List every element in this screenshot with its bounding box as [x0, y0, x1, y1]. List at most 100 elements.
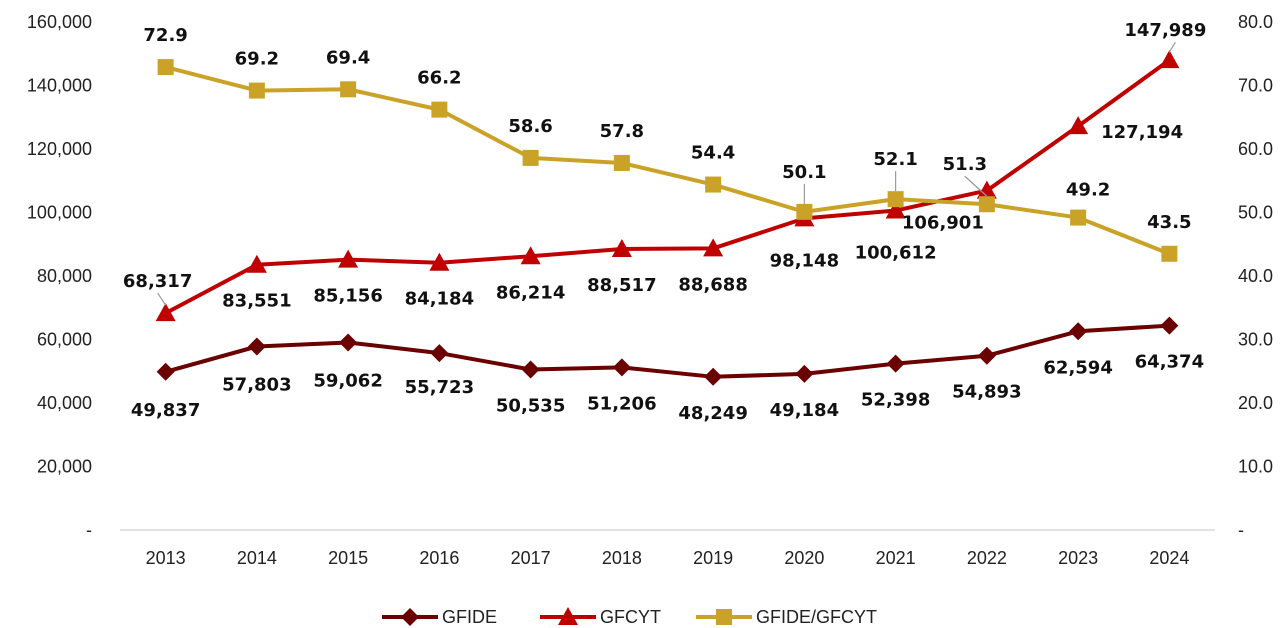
data-label-layer: 49,837 57,803 59,062 55,723 50,535 51,206 48,2… [123, 20, 1206, 424]
data-label: 51,206 [587, 393, 656, 414]
data-point-triangle [155, 303, 176, 322]
left-tick-label: 60,000 [37, 330, 92, 350]
data-point-triangle [429, 252, 450, 271]
data-label: 57,803 [222, 374, 291, 395]
right-tick-label: 30.0 [1238, 330, 1273, 350]
data-point-triangle [611, 238, 632, 257]
series-line-gfide-gfcyt [163, 65, 1172, 256]
data-point-diamond [430, 344, 449, 363]
data-point-triangle [703, 238, 724, 257]
data-label: 57.8 [600, 121, 644, 142]
legend: GFIDE GFCYT GFIDE/GFCYT [382, 607, 877, 627]
x-tick-label: 2017 [511, 548, 551, 568]
data-label: 52.1 [873, 149, 917, 170]
data-point-diamond [401, 608, 419, 626]
right-tick-label: 50.0 [1238, 203, 1273, 223]
data-label: 52,398 [861, 390, 930, 411]
series-line-gfcyt [163, 58, 1172, 316]
data-label: 62,594 [1043, 357, 1112, 378]
data-label: 83,551 [222, 291, 291, 312]
data-point-square [705, 176, 722, 193]
data-point-diamond [612, 358, 631, 377]
data-point-diamond [704, 367, 723, 386]
x-axis: 2013 2014 2015 2016 2017 2018 2019 2020 2021 2022… [146, 548, 1190, 568]
data-label: 69.2 [235, 49, 279, 70]
data-point-diamond [156, 362, 175, 381]
leader-line [964, 175, 988, 197]
right-tick-label: 80.0 [1238, 12, 1273, 32]
data-label: 86,214 [496, 282, 565, 303]
left-tick-label: 120,000 [27, 139, 92, 159]
data-point-square [431, 101, 448, 118]
data-label: 49,837 [131, 400, 200, 421]
data-point-diamond [977, 346, 996, 365]
left-tick-label: 140,000 [27, 76, 92, 96]
data-point-triangle [520, 246, 541, 265]
x-tick-label: 2020 [784, 548, 824, 568]
data-point-diamond [521, 360, 540, 379]
data-label: 66.2 [417, 68, 461, 89]
data-label: 72.9 [143, 25, 187, 46]
data-point-square [157, 59, 174, 76]
data-point-square [248, 82, 265, 99]
data-point-square [978, 196, 995, 213]
data-point-square [613, 154, 630, 171]
data-label: 106,901 [902, 213, 984, 234]
right-tick-label: 20.0 [1238, 393, 1273, 413]
right-tick-label: 40.0 [1238, 266, 1273, 286]
data-point-diamond [886, 354, 905, 373]
data-label: 98,148 [770, 250, 839, 271]
data-label: 54.4 [691, 143, 735, 164]
data-label: 49,184 [770, 400, 839, 421]
data-label: 147,989 [1124, 20, 1206, 41]
data-label: 49.2 [1066, 180, 1110, 201]
data-point-square [340, 81, 357, 98]
data-label: 68,317 [123, 271, 192, 292]
data-point-square [522, 149, 539, 166]
data-point-diamond [795, 364, 814, 383]
data-point-diamond [247, 337, 266, 356]
data-point-square [1070, 209, 1087, 226]
right-tick-label: 60.0 [1238, 139, 1273, 159]
data-point-square [1161, 245, 1178, 262]
series-line-gfide [163, 323, 1172, 379]
x-tick-label: 2018 [602, 548, 642, 568]
x-tick-label: 2021 [876, 548, 916, 568]
x-tick-label: 2013 [146, 548, 186, 568]
leader-line [157, 292, 167, 306]
x-tick-label: 2016 [419, 548, 459, 568]
right-tick-label: 70.0 [1238, 76, 1273, 96]
data-point-diamond [1069, 322, 1088, 341]
x-tick-label: 2019 [693, 548, 733, 568]
left-tick-label: 160,000 [27, 12, 92, 32]
left-y-axis: - 20,000 40,000 60,000 80,000 100,000 120,000 1… [27, 12, 92, 540]
x-tick-label: 2023 [1058, 548, 1098, 568]
data-label: 48,249 [678, 403, 747, 424]
data-label: 84,184 [405, 289, 474, 310]
left-tick-label: 20,000 [37, 457, 92, 477]
data-label: 50,535 [496, 396, 565, 417]
left-tick-label: 80,000 [37, 266, 92, 286]
data-label: 43.5 [1147, 212, 1191, 233]
data-point-triangle [1159, 50, 1180, 69]
right-tick-label: 10.0 [1238, 457, 1273, 477]
data-label: 85,156 [313, 286, 382, 307]
x-tick-label: 2015 [328, 548, 368, 568]
data-point-triangle [1068, 116, 1089, 135]
left-tick-label: 40,000 [37, 393, 92, 413]
x-tick-label: 2022 [967, 548, 1007, 568]
data-label: 54,893 [952, 382, 1021, 403]
left-tick-label: - [86, 520, 92, 540]
data-point-triangle [558, 607, 578, 625]
data-label: 55,723 [405, 377, 474, 398]
data-point-triangle [338, 249, 359, 268]
left-tick-label: 100,000 [27, 203, 92, 223]
legend-label: GFCYT [600, 607, 661, 627]
x-tick-label: 2014 [237, 548, 277, 568]
leader-line [1168, 41, 1176, 53]
right-tick-label: - [1238, 520, 1244, 540]
data-label: 88,517 [587, 275, 656, 296]
data-label: 88,688 [678, 274, 747, 295]
legend-label: GFIDE [442, 607, 497, 627]
